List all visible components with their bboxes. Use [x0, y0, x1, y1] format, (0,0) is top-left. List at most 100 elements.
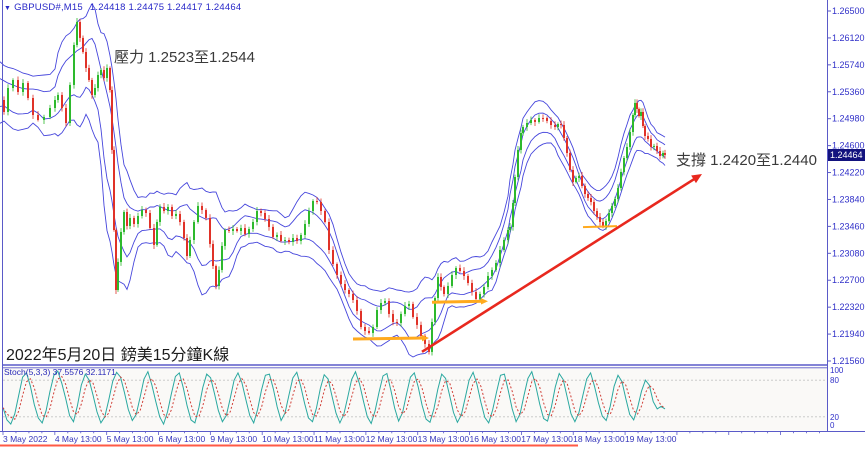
candle-body [412, 303, 414, 318]
candle-body [189, 239, 191, 256]
candle-body [587, 194, 589, 198]
candle-body [348, 290, 350, 294]
candle-body [437, 276, 439, 299]
candle-body [27, 82, 29, 99]
price-axis-label: 1.23460 [832, 221, 865, 231]
orange-trend-line[interactable] [582, 225, 618, 229]
candle-body [149, 212, 151, 229]
time-axis-label: 10 May 13:00 [262, 434, 314, 444]
candle-body [264, 212, 266, 219]
candle-body [471, 282, 473, 292]
candle-body [584, 185, 586, 195]
candle-body [22, 82, 24, 92]
price-axis-label: 1.23080 [832, 248, 865, 258]
candle-body [97, 74, 99, 89]
candle-body [65, 107, 67, 124]
candle-body [380, 302, 382, 310]
candle-body [644, 125, 646, 136]
candle-body [175, 213, 177, 216]
candle-body [205, 210, 207, 218]
candle-body [288, 239, 290, 242]
orange-arrowhead[interactable] [421, 334, 429, 342]
stoch-scale-label: 80 [830, 376, 839, 385]
candle-body [534, 119, 536, 122]
stoch-scale-label: 20 [830, 413, 839, 422]
candle-body [344, 283, 346, 291]
orange-arrowhead[interactable] [480, 298, 488, 305]
candle-body [554, 124, 556, 127]
candle-body [623, 158, 625, 172]
candle-body [193, 221, 195, 240]
candle-body [634, 102, 636, 116]
candle-body [499, 249, 501, 263]
candle-body [440, 276, 442, 287]
candle-body [69, 84, 71, 124]
candle-body [596, 211, 598, 217]
candle-body [360, 310, 362, 327]
outer-lower-band [0, 113, 666, 358]
price-axis-label: 1.21940 [832, 329, 865, 339]
candle-body [232, 229, 234, 231]
candle-body [522, 126, 524, 134]
candle-body [507, 229, 509, 240]
candle-body [106, 67, 108, 79]
candle-body [563, 124, 565, 138]
candle-body [109, 67, 111, 90]
candle-body [590, 197, 592, 203]
candle-body [420, 324, 422, 336]
candle-body [608, 212, 610, 221]
candle-body [475, 291, 477, 300]
candle-body [268, 218, 270, 227]
candle-body [167, 206, 169, 212]
candle-body [117, 261, 119, 291]
candle-body [455, 267, 457, 275]
candle-body [244, 228, 246, 234]
orange-trend-line[interactable] [352, 336, 425, 341]
orange-trend-line[interactable] [431, 299, 484, 304]
candle-body [447, 285, 449, 294]
candle-body [300, 234, 302, 241]
price-axis-label: 1.24980 [832, 114, 865, 124]
candle-body [638, 108, 640, 116]
candle-body [575, 177, 577, 182]
candle-body [218, 269, 220, 286]
stoch-scale-label: 100 [830, 366, 844, 375]
candle-body [224, 229, 226, 246]
candle-body [664, 152, 666, 155]
candle-body [91, 80, 93, 95]
candle-body [605, 220, 607, 226]
time-axis-label: 18 May 13:00 [573, 434, 625, 444]
candle-body [120, 231, 122, 262]
candle-body [642, 111, 644, 126]
candle-body [43, 116, 45, 120]
stoch-scale-label: 0 [830, 421, 835, 430]
candle-body [82, 37, 84, 53]
time-axis-label: 6 May 13:00 [158, 434, 205, 444]
candle-body [76, 21, 78, 46]
candle-body [73, 45, 75, 85]
candle-body [581, 175, 583, 186]
price-axis-label: 1.26120 [832, 33, 865, 43]
trend-arrow-line[interactable] [421, 176, 697, 353]
candle-body [113, 149, 115, 230]
candle-body [368, 330, 370, 333]
candle-body [197, 205, 199, 222]
candle-body [320, 202, 322, 212]
stoch-d-line [2, 375, 666, 420]
candle-body [7, 88, 9, 112]
trend-arrowhead[interactable] [691, 173, 702, 184]
time-axis-label: 11 May 13:00 [314, 434, 365, 444]
candle-body [509, 226, 511, 230]
candle-body [248, 229, 250, 234]
candle-body [479, 293, 481, 300]
candle-body [85, 52, 87, 68]
time-axis-label: 16 May 13:00 [469, 434, 521, 444]
candle-body [209, 217, 211, 244]
candle-body [392, 313, 394, 322]
candle-body [328, 221, 330, 250]
time-axis-label: 12 May 13:00 [366, 434, 418, 444]
candle-body [434, 298, 436, 322]
candle-body [593, 202, 595, 212]
